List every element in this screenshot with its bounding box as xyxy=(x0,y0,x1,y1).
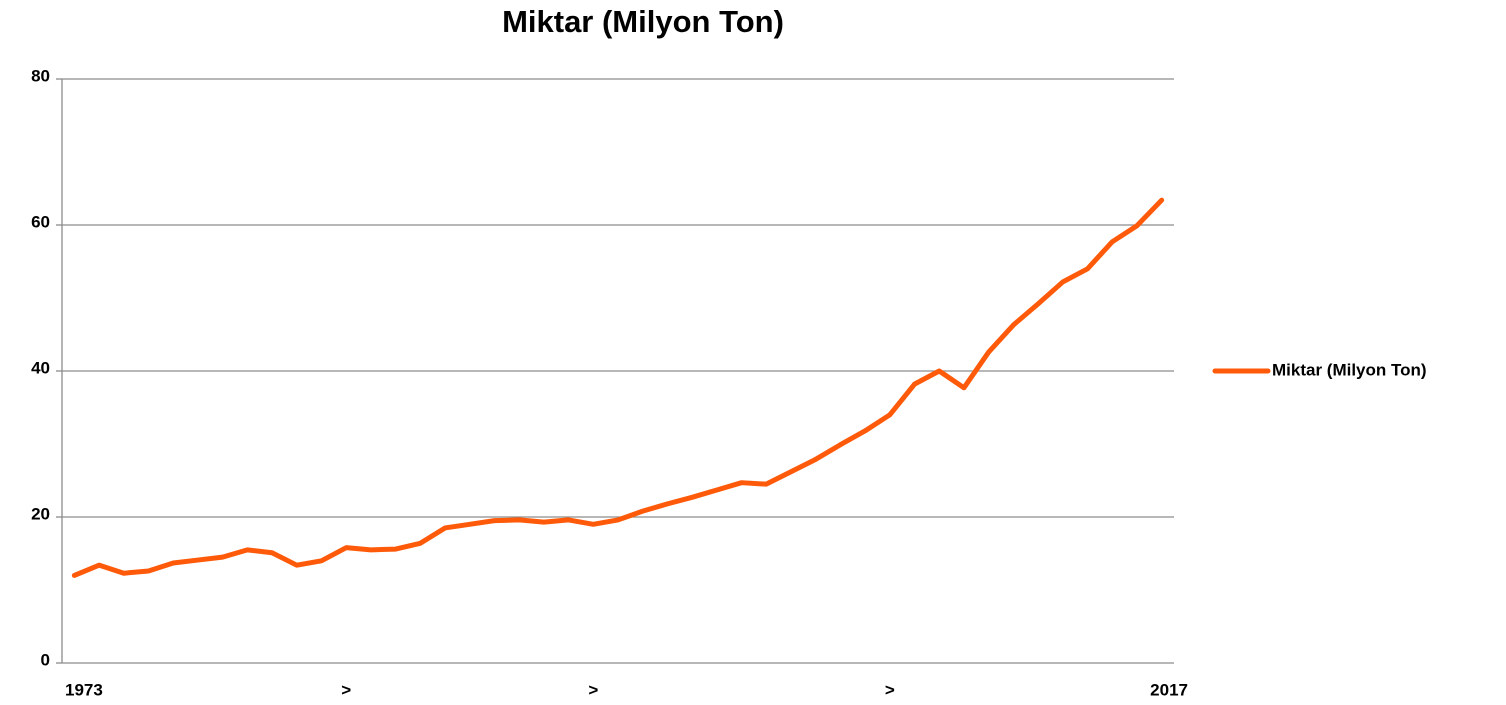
x-tick-label: > xyxy=(885,680,895,699)
y-tick-label: 40 xyxy=(31,358,50,377)
chart-title: Miktar (Milyon Ton) xyxy=(502,4,784,39)
x-tick-label: > xyxy=(588,680,598,699)
y-tick-label: 60 xyxy=(31,212,50,231)
legend-label: Miktar (Milyon Ton) xyxy=(1272,360,1427,379)
x-tick-label: 2017 xyxy=(1150,680,1188,699)
y-tick-label: 80 xyxy=(31,66,50,85)
x-tick-label: 1973 xyxy=(65,680,103,699)
y-tick-label: 0 xyxy=(41,650,50,669)
x-tick-label: > xyxy=(341,680,351,699)
y-tick-label: 20 xyxy=(31,504,50,523)
data-line xyxy=(71,197,1165,578)
